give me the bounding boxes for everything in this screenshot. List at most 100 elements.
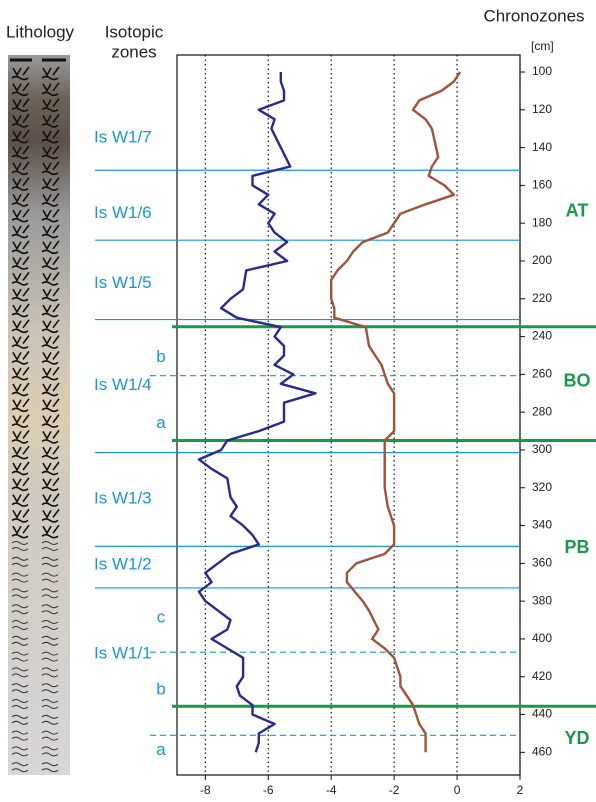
litho-symbol <box>41 303 60 318</box>
zone-label: c <box>157 608 166 627</box>
litho-symbol <box>41 256 60 270</box>
litho-symbol <box>11 445 30 460</box>
litho-symbol <box>11 271 30 286</box>
y-tick-label: 460 <box>532 744 552 758</box>
zone-label: Is W1/3 <box>94 489 152 508</box>
litho-symbol <box>11 572 29 583</box>
litho-symbol <box>11 651 29 662</box>
litho-symbol <box>11 398 30 413</box>
zone-label: b <box>156 679 165 698</box>
x-tick-label: -4 <box>326 783 337 797</box>
litho-symbol <box>11 477 30 492</box>
litho-symbol <box>11 714 29 725</box>
x-tick-label: 2 <box>517 783 524 797</box>
litho-symbol <box>41 762 59 773</box>
litho-symbol <box>41 556 59 567</box>
litho-symbol <box>11 699 29 709</box>
litho-symbol <box>11 366 30 381</box>
litho-symbol <box>41 82 60 97</box>
litho-symbol <box>11 350 30 365</box>
y-tick-label: 260 <box>532 367 552 381</box>
litho-symbol <box>11 224 30 239</box>
lithology-title: Lithology <box>6 22 75 41</box>
data-line <box>330 71 462 753</box>
y-tick-label: 180 <box>532 215 552 229</box>
litho-symbol <box>11 414 30 428</box>
zones-title: zones <box>111 42 156 61</box>
litho-symbol <box>11 66 30 81</box>
litho-symbol <box>11 303 30 318</box>
litho-symbol <box>11 82 30 97</box>
litho-symbol <box>41 287 60 302</box>
litho-symbol <box>11 319 30 334</box>
zone-label: Is W1/7 <box>94 128 152 147</box>
y-tick-label: 320 <box>532 480 552 494</box>
litho-symbol <box>11 382 30 397</box>
x-tick-label: -8 <box>200 783 211 797</box>
litho-symbol <box>11 730 29 741</box>
y-tick-label: 220 <box>532 291 552 305</box>
y-tick-label: 160 <box>532 178 552 192</box>
y-tick-label: 280 <box>532 404 552 418</box>
litho-symbol <box>11 524 30 539</box>
litho-symbol <box>41 445 60 460</box>
litho-symbol <box>41 271 60 286</box>
data-line <box>197 72 317 753</box>
litho-symbol <box>11 113 30 128</box>
litho-symbol <box>11 541 29 551</box>
zone-label: a <box>156 740 166 759</box>
litho-symbol <box>41 524 60 539</box>
litho-symbol <box>11 461 30 476</box>
litho-symbol <box>11 508 30 523</box>
litho-symbol <box>41 620 59 630</box>
chrono-label: BO <box>564 371 591 391</box>
zone-label: b <box>156 347 165 366</box>
litho-symbol <box>41 366 60 381</box>
litho-symbol <box>41 335 60 349</box>
litho-symbol <box>41 572 59 583</box>
litho-symbol <box>41 113 60 128</box>
litho-symbol <box>41 177 60 191</box>
litho-symbol <box>41 541 59 551</box>
litho-symbol <box>11 683 29 694</box>
chrono-label: YD <box>564 728 589 748</box>
litho-symbol <box>41 730 59 741</box>
zones-title: Isotopic <box>105 22 164 41</box>
litho-symbol <box>41 240 60 255</box>
y-tick-label: 240 <box>532 329 552 343</box>
zone-label: Is W1/1 <box>94 644 152 663</box>
litho-symbol <box>41 414 60 428</box>
y-tick-label: 300 <box>532 442 552 456</box>
lithology-column <box>8 55 70 775</box>
litho-symbol <box>41 461 60 476</box>
litho-symbol <box>11 762 29 773</box>
litho-symbol <box>11 635 29 646</box>
chrono-label: AT <box>566 201 589 221</box>
x-tick-label: -6 <box>263 783 274 797</box>
litho-symbol <box>11 145 30 160</box>
y-tick-label: 440 <box>532 707 552 721</box>
litho-symbol <box>41 161 60 176</box>
zone-label: Is W1/4 <box>94 375 152 394</box>
y-tick-label: 200 <box>532 253 552 267</box>
litho-symbol <box>11 98 30 112</box>
litho-symbol <box>41 714 59 725</box>
zone-label: Is W1/2 <box>94 555 152 574</box>
zone-label: Is W1/6 <box>94 203 152 222</box>
litho-symbol <box>11 240 30 255</box>
litho-symbol <box>41 224 60 239</box>
litho-symbol <box>41 192 60 207</box>
x-tick-label: -2 <box>389 783 400 797</box>
litho-symbol <box>11 129 30 144</box>
chrono-label: PB <box>564 537 589 557</box>
litho-symbol <box>41 699 59 709</box>
litho-symbol <box>41 651 59 662</box>
litho-symbol <box>11 177 30 191</box>
y-axis-label: [cm] <box>531 39 554 53</box>
litho-symbol <box>11 556 29 567</box>
litho-symbol <box>41 98 60 112</box>
chrono-title: Chronozones <box>483 6 584 25</box>
y-tick-label: 380 <box>532 593 552 607</box>
litho-symbol <box>11 493 30 507</box>
